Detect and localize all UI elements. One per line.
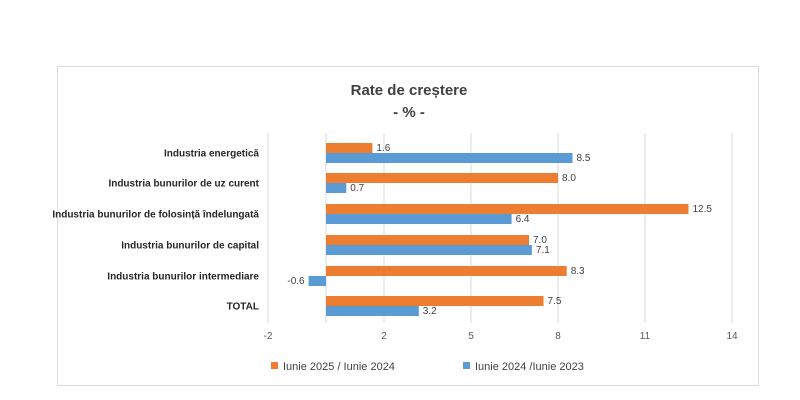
gridlines — [267, 133, 733, 323]
category-label: Industria bunurilor de capital — [121, 241, 259, 252]
x-tick-label: 14 — [726, 331, 738, 342]
legend: Iunie 2025 / Iunie 2024 Iunie 2024 /Iuni… — [271, 361, 584, 373]
category-label: Industria bunurilor de uz curent — [108, 179, 259, 190]
legend-label-0: Iunie 2025 / Iunie 2024 — [283, 361, 395, 373]
data-label: 0.7 — [350, 183, 364, 194]
x-tick-label: -2 — [264, 331, 273, 342]
data-label: 7.0 — [533, 235, 547, 246]
x-tick-label: 5 — [468, 331, 474, 342]
bar-series-1 — [308, 276, 326, 286]
category-label: Industria bunurilor de folosință îndelun… — [52, 210, 259, 221]
bar-series-0 — [326, 266, 567, 276]
legend-swatch-1 — [463, 362, 470, 369]
data-label: 7.5 — [548, 296, 562, 307]
bar-series-0 — [326, 235, 529, 245]
x-tick-label: 2 — [381, 331, 387, 342]
data-label: 8.5 — [577, 153, 591, 164]
bar-series-1 — [326, 214, 512, 224]
data-label: 12.5 — [693, 204, 713, 215]
x-tick-label: 11 — [640, 331, 651, 342]
chart-frame — [57, 66, 759, 386]
category-label: Industria bunurilor intermediare — [107, 272, 259, 283]
bar-series-0 — [326, 143, 373, 153]
bar-series-0 — [326, 173, 558, 183]
data-label: -0.6 — [287, 276, 305, 287]
bar-series-0 — [326, 204, 689, 214]
category-label: TOTAL — [227, 302, 259, 313]
data-label: 6.4 — [516, 214, 530, 225]
x-tick-label: 8 — [555, 331, 561, 342]
bars — [308, 143, 689, 316]
category-label: Industria energetică — [164, 149, 259, 160]
data-label: 3.2 — [423, 306, 437, 317]
bar-series-1 — [326, 306, 419, 316]
data-labels: 1.6 8.58.0 0.7 12.5 6.47.07.1 8.3 -0.6 7.5 3.2 — [287, 143, 712, 317]
bar-series-1 — [326, 245, 532, 255]
data-label: 7.1 — [536, 245, 550, 256]
data-label: 1.6 — [376, 143, 390, 154]
bar-series-1 — [326, 183, 347, 193]
x-axis-ticks: -2 2 5 8 11 14 — [264, 331, 738, 342]
legend-label-1: Iunie 2024 /Iunie 2023 — [475, 361, 584, 373]
chart-title: Rate de creștere — [351, 82, 468, 99]
bar-series-1 — [326, 153, 573, 163]
legend-swatch-0 — [271, 362, 278, 369]
data-label: 8.3 — [571, 266, 585, 277]
category-labels: Industria energetică Industria bunurilor … — [52, 149, 259, 313]
data-label: 8.0 — [562, 173, 576, 184]
chart-subtitle: - % - — [393, 104, 425, 121]
bar-series-0 — [326, 296, 544, 306]
